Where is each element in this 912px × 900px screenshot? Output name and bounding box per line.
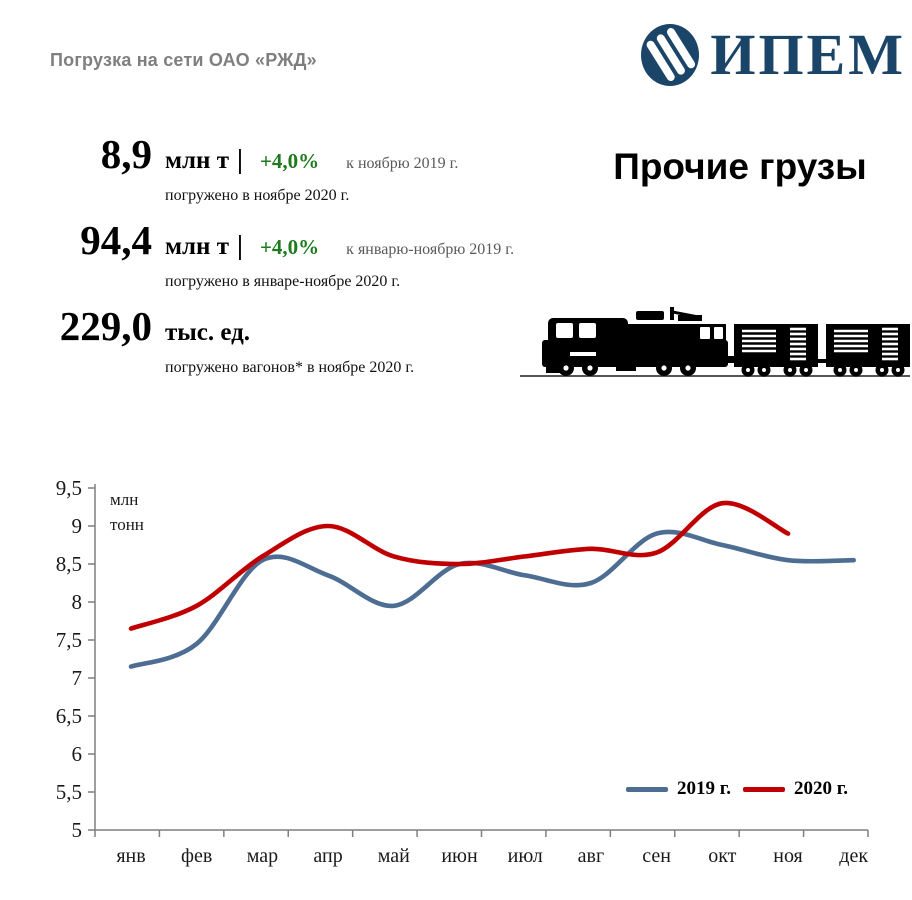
stat-ytd-tonnage: 94,4 млн т | +4,0% к январю-ноябрю 2019 г. — [0, 220, 514, 261]
svg-text:8,5: 8,5 — [56, 552, 82, 576]
stat-caption: погружено вагонов* в ноябре 2020 г. — [165, 359, 415, 376]
logo-wordmark: ИПЕМ — [710, 22, 906, 87]
ipem-logo-icon — [641, 24, 700, 86]
svg-text:6: 6 — [72, 742, 83, 766]
svg-text:млн: млн — [110, 490, 138, 509]
stat-month-tonnage: 8,9 млн т | +4,0% к ноябрю 2019 г. — [0, 131, 459, 177]
stat-compare-label: к январю-ноябрю 2019 г. — [346, 241, 515, 258]
stat-value: 229,0 — [59, 303, 152, 349]
stat-unit: тыс. ед. — [165, 319, 251, 346]
svg-text:июн: июн — [441, 845, 478, 867]
legend-label-2020: 2020 г. — [794, 778, 848, 799]
legend-label-2019: 2019 г. — [677, 778, 731, 799]
svg-text:июл: июл — [508, 845, 543, 867]
cargo-group-title: Прочие грузы — [613, 146, 867, 187]
ipem-logo: ИПЕМ — [635, 20, 906, 90]
stat-unit: млн т — [165, 147, 229, 174]
legend-swatch-2020 — [743, 786, 785, 792]
svg-text:сен: сен — [642, 845, 671, 867]
svg-text:янв: янв — [116, 845, 145, 867]
svg-text:дек: дек — [839, 845, 868, 867]
legend-item-2020: 2020 г. — [743, 778, 848, 800]
stat-compare-label: к ноябрю 2019 г. — [346, 155, 459, 172]
svg-text:тонн: тонн — [110, 515, 144, 534]
page-title: Погрузка на сети ОАО «РЖД» — [50, 50, 317, 70]
svg-text:7: 7 — [72, 666, 83, 690]
stat-change-badge: +4,0% — [259, 149, 320, 173]
stat-caption: погружено в ноябре 2020 г. — [165, 187, 350, 204]
svg-text:8: 8 — [72, 590, 83, 614]
stat-caption: погружено в январе-ноябре 2020 г. — [165, 273, 401, 290]
svg-text:6,5: 6,5 — [56, 704, 82, 728]
legend-swatch-2019 — [626, 786, 668, 792]
svg-text:5,5: 5,5 — [56, 780, 82, 804]
svg-text:5: 5 — [72, 818, 83, 842]
svg-text:май: май — [378, 845, 410, 867]
train-icon — [520, 307, 910, 377]
svg-text:апр: апр — [313, 845, 342, 867]
svg-text:фев: фев — [181, 845, 212, 867]
stat-separator: | — [237, 230, 243, 260]
stat-separator: | — [237, 144, 243, 174]
svg-text:7,5: 7,5 — [56, 628, 82, 652]
svg-text:окт: окт — [708, 845, 736, 867]
svg-text:9: 9 — [72, 514, 83, 538]
stat-change-badge: +4,0% — [259, 235, 320, 259]
stat-wagons: 229,0 тыс. ед. — [0, 306, 250, 347]
stat-unit: млн т — [165, 233, 229, 260]
svg-text:мар: мар — [247, 845, 278, 867]
legend-item-2019: 2019 г. — [626, 778, 731, 800]
svg-text:9,5: 9,5 — [56, 476, 82, 500]
stat-value: 94,4 — [80, 217, 152, 263]
svg-text:ноя: ноя — [773, 845, 803, 867]
chart-legend: 2019 г. 2020 г. — [626, 778, 848, 800]
stat-value: 8,9 — [100, 131, 152, 177]
svg-text:авг: авг — [578, 845, 605, 867]
